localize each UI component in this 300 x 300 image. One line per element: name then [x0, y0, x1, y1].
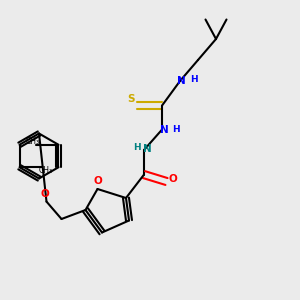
- Text: CH₃: CH₃: [39, 166, 53, 175]
- Text: H: H: [190, 75, 197, 84]
- Text: O: O: [93, 176, 102, 187]
- Text: H: H: [134, 143, 141, 152]
- Text: H: H: [172, 124, 180, 134]
- Text: O: O: [40, 189, 50, 199]
- Text: N: N: [177, 76, 186, 86]
- Text: N: N: [143, 144, 152, 154]
- Text: CH₃: CH₃: [25, 137, 39, 146]
- Text: O: O: [169, 174, 178, 184]
- Text: N: N: [160, 124, 169, 135]
- Text: S: S: [127, 94, 135, 104]
